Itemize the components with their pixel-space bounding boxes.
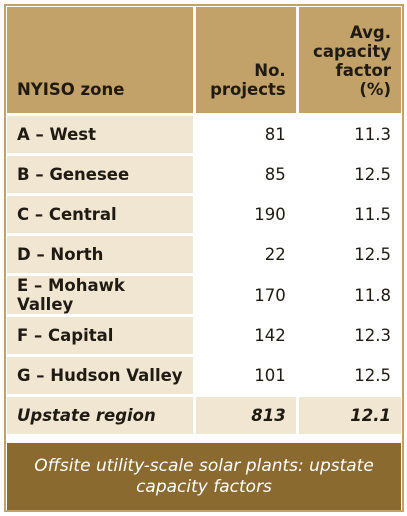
capacity-cell: 12.3	[298, 317, 401, 354]
total-capacity-cell: 12.1	[298, 397, 401, 434]
table-row: G – Hudson Valley 101 12.5	[7, 357, 401, 394]
total-row: Upstate region 813 12.1	[7, 397, 401, 434]
capacity-table: NYISO zone No. projects Avg. capacity fa…	[4, 4, 404, 437]
total-zone-cell: Upstate region	[7, 397, 193, 434]
projects-cell: 85	[195, 156, 296, 193]
table-caption: Offsite utility-scale solar plants: upst…	[7, 443, 401, 510]
header-row: NYISO zone No. projects Avg. capacity fa…	[7, 7, 401, 113]
projects-cell: 22	[195, 236, 296, 273]
header-projects-line-2: projects	[210, 80, 286, 99]
header-capacity-line-2: capacity	[313, 42, 391, 61]
header-projects: No. projects	[195, 7, 296, 113]
total-projects-cell: 813	[195, 397, 296, 434]
header-capacity: Avg. capacity factor (%)	[298, 7, 401, 113]
header-capacity-line-4: (%)	[359, 80, 391, 99]
table-row: B – Genesee 85 12.5	[7, 156, 401, 193]
table-row: C – Central 190 11.5	[7, 196, 401, 233]
table-row: D – North 22 12.5	[7, 236, 401, 273]
table-row: E – Mohawk Valley 170 11.8	[7, 276, 401, 314]
header-capacity-line-1: Avg.	[349, 23, 391, 42]
header-capacity-line-3: factor	[335, 61, 391, 80]
zone-cell: B – Genesee	[7, 156, 193, 193]
capacity-cell: 11.5	[298, 196, 401, 233]
table-row: A – West 81 11.3	[7, 116, 401, 153]
projects-cell: 142	[195, 317, 296, 354]
capacity-cell: 12.5	[298, 357, 401, 394]
projects-cell: 101	[195, 357, 296, 394]
projects-cell: 190	[195, 196, 296, 233]
capacity-cell: 11.8	[298, 276, 401, 314]
capacity-cell: 12.5	[298, 236, 401, 273]
table-frame: NYISO zone No. projects Avg. capacity fa…	[4, 4, 404, 512]
zone-cell: G – Hudson Valley	[7, 357, 193, 394]
capacity-cell: 12.5	[298, 156, 401, 193]
capacity-cell: 11.3	[298, 116, 401, 153]
zone-cell: A – West	[7, 116, 193, 153]
zone-cell: E – Mohawk Valley	[7, 276, 193, 314]
header-projects-line-1: No.	[254, 61, 286, 80]
zone-cell: C – Central	[7, 196, 193, 233]
projects-cell: 81	[195, 116, 296, 153]
header-zone: NYISO zone	[7, 7, 193, 113]
projects-cell: 170	[195, 276, 296, 314]
table-row: F – Capital 142 12.3	[7, 317, 401, 354]
zone-cell: F – Capital	[7, 317, 193, 354]
zone-cell: D – North	[7, 236, 193, 273]
